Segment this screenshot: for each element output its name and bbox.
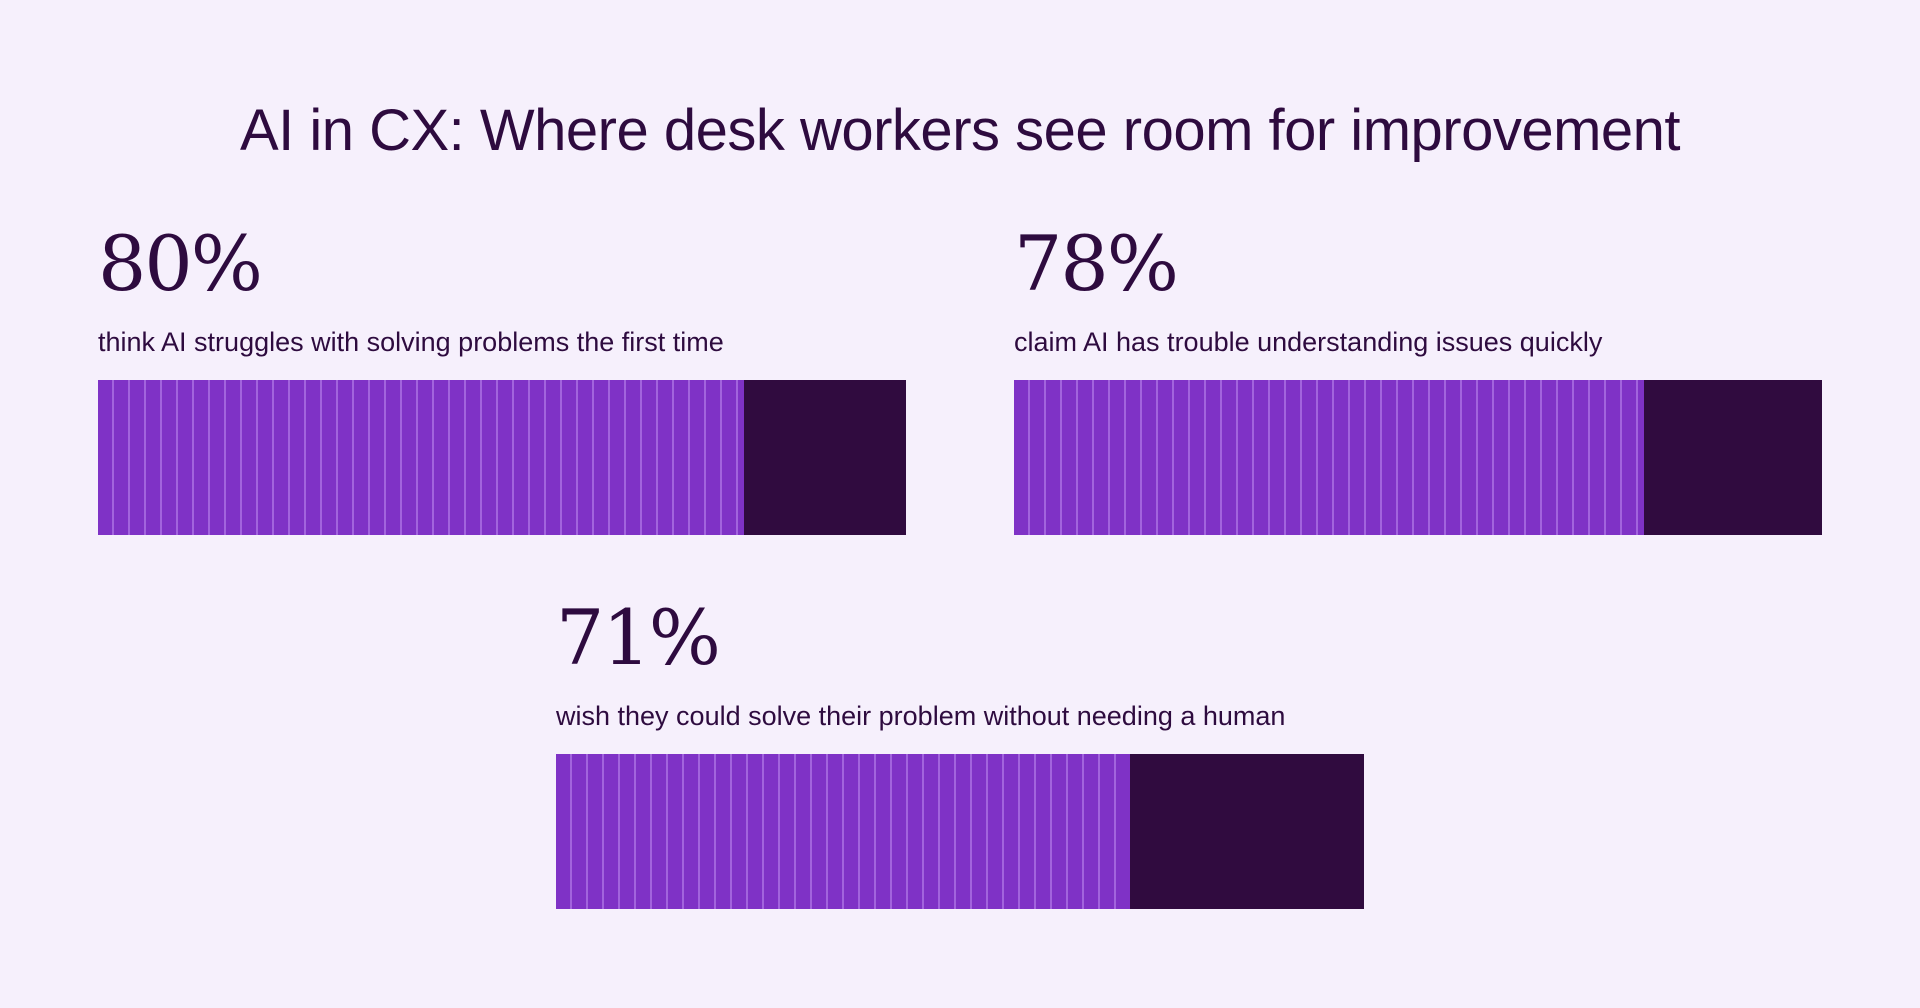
stat-bar-fill: [556, 754, 1130, 909]
stat-percentage: 80%: [98, 219, 263, 308]
stat-bar-track: [1014, 380, 1822, 535]
chart-title: AI in CX: Where desk workers see room fo…: [239, 98, 1681, 163]
stat-description: wish they could solve their problem with…: [556, 701, 1286, 731]
stat-block-2: 78% claim AI has trouble understanding i…: [1014, 219, 1822, 535]
stat-percentage: 71%: [556, 593, 721, 682]
stat-description: think AI struggles with solving problems…: [98, 327, 724, 357]
stat-bar-fill: [98, 380, 745, 535]
stat-block-1: 80% think AI struggles with solving prob…: [98, 219, 906, 535]
stat-bar-track: [98, 380, 906, 535]
stat-bar-track: [556, 754, 1364, 909]
stat-block-3: 71% wish they could solve their problem …: [556, 593, 1364, 909]
stat-bar-fill: [1014, 380, 1645, 535]
stat-percentage: 78%: [1014, 219, 1179, 308]
stat-description: claim AI has trouble understanding issue…: [1014, 327, 1603, 357]
